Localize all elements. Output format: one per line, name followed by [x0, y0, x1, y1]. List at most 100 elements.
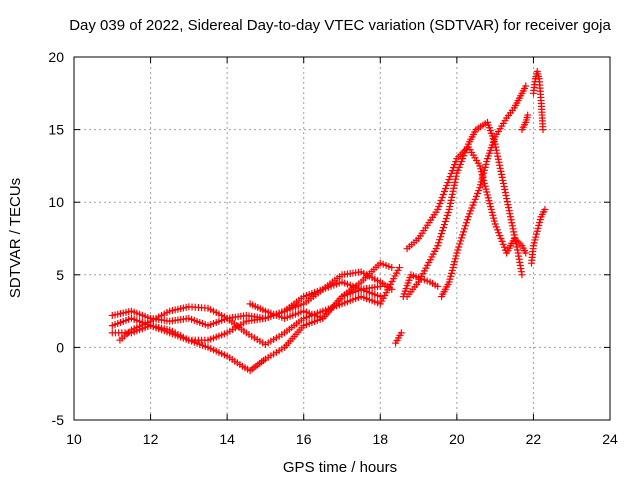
series-track-i [399, 271, 442, 301]
x-axis-label: GPS time / hours [283, 459, 397, 476]
series-track-d [108, 282, 384, 375]
data-point [492, 146, 500, 154]
data-point [501, 189, 509, 197]
data-point [444, 208, 452, 216]
series-track-m [528, 205, 549, 267]
data-point [494, 155, 502, 163]
data-point [507, 216, 515, 224]
data-point [493, 149, 501, 157]
data-point [503, 198, 511, 206]
data-point [436, 236, 444, 244]
data-point [506, 210, 514, 218]
data-point [495, 158, 503, 166]
data-point [434, 242, 442, 250]
data-point [434, 205, 442, 213]
y-tick-label: 20 [48, 49, 64, 65]
data-point [448, 193, 456, 201]
data-point [492, 143, 500, 151]
data-point [512, 240, 520, 248]
series-track-c [116, 264, 403, 348]
data-point [522, 249, 530, 257]
y-axis-label: SDTVAR / TECUs [7, 178, 24, 298]
data-point [397, 329, 405, 337]
y-tick-label: -5 [52, 412, 65, 428]
data-point [376, 293, 384, 301]
x-tick-label: 16 [296, 431, 312, 447]
data-point [447, 196, 455, 204]
data-point [459, 231, 467, 239]
data-point [438, 194, 446, 202]
data-point [448, 190, 456, 198]
series-track-f [392, 329, 405, 347]
data-points [108, 68, 549, 375]
x-tick-label: 12 [143, 431, 159, 447]
data-point [510, 231, 518, 239]
data-point [436, 199, 444, 207]
data-point [446, 173, 454, 181]
data-point [508, 222, 516, 230]
tick-labels: 10 12 14 16 18 20 22 24 -5 0 5 10 15 20 [48, 49, 618, 447]
data-point [496, 161, 504, 169]
data-point [450, 181, 458, 189]
data-point [513, 243, 521, 251]
y-tick-label: 5 [56, 267, 64, 283]
data-point [463, 216, 471, 224]
data-point [452, 172, 460, 180]
data-point [440, 221, 448, 229]
data-point [439, 227, 446, 235]
plot-frame [73, 56, 611, 421]
data-point [508, 219, 516, 227]
data-point [500, 182, 508, 190]
series-track-e [246, 259, 396, 322]
data-point [442, 185, 450, 193]
grid [73, 56, 611, 421]
data-point [501, 185, 509, 193]
data-point [445, 176, 453, 184]
data-point [499, 179, 507, 187]
data-point [499, 176, 507, 184]
data-point [435, 202, 443, 210]
series-track-k [518, 111, 532, 134]
data-point [506, 213, 514, 221]
data-point [510, 228, 518, 236]
data-point [442, 215, 450, 223]
data-point [509, 225, 517, 233]
series-track-h [403, 118, 526, 301]
data-point [496, 164, 504, 172]
data-point [439, 224, 447, 232]
series-track-g [403, 143, 530, 257]
data-point [437, 233, 445, 241]
data-point [522, 82, 530, 90]
data-point [434, 282, 442, 290]
data-point [502, 192, 510, 200]
data-point [462, 219, 470, 227]
data-point [461, 222, 469, 230]
data-point [376, 282, 384, 290]
data-point [444, 179, 452, 187]
data-point [505, 204, 513, 212]
x-tick-label: 18 [372, 431, 388, 447]
data-point [446, 202, 454, 210]
data-point [512, 237, 520, 245]
data-point [449, 187, 457, 195]
data-point [504, 201, 512, 209]
data-point [435, 239, 443, 247]
data-point [441, 218, 449, 226]
y-tick-label: 15 [48, 122, 64, 138]
x-tick-label: 14 [219, 431, 235, 447]
data-point [439, 191, 447, 199]
data-point [460, 228, 468, 236]
data-point [511, 234, 519, 242]
data-point [451, 178, 459, 186]
data-point [503, 195, 511, 203]
data-point [454, 246, 462, 254]
data-point [446, 199, 454, 207]
y-tick-label: 0 [56, 339, 64, 355]
data-point [440, 188, 448, 196]
data-point [541, 205, 549, 213]
data-point [498, 170, 506, 178]
data-point [513, 246, 521, 254]
data-point [461, 225, 469, 233]
data-point [505, 207, 513, 215]
